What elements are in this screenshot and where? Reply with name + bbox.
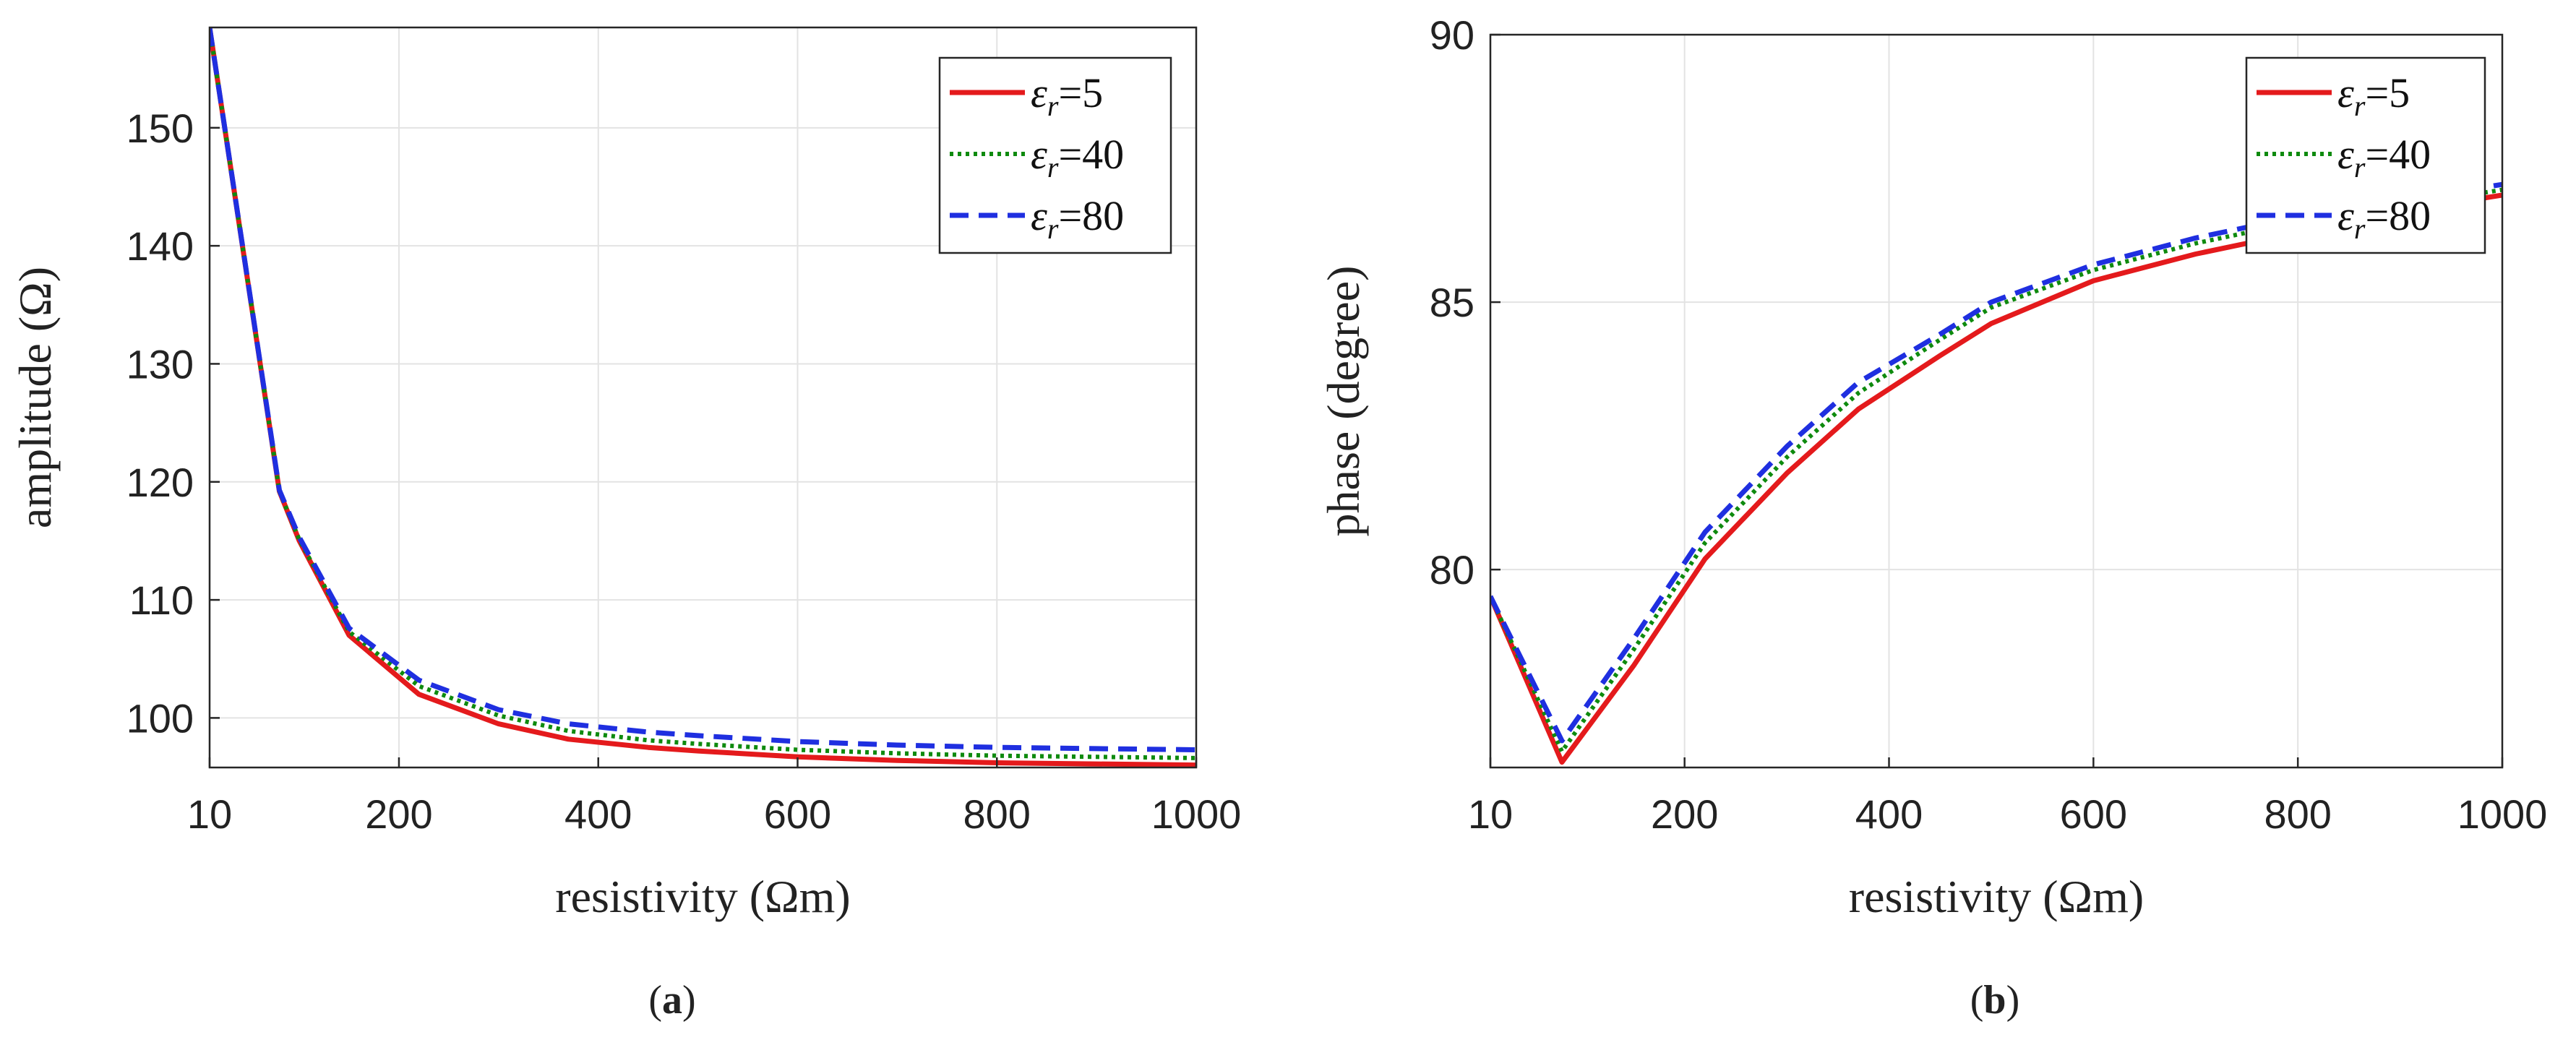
y-tick-label: 120 [126, 460, 194, 505]
x-tick-label: 200 [1651, 791, 1718, 837]
chart-panel-amplitude: 10 200 400 600 800 1000 100 110 120 130 140 150 resi… [9, 26, 1242, 1023]
x-tick-label: 10 [187, 791, 232, 837]
legend: εr=5 εr=40 εr=80 [938, 56, 1172, 254]
x-tick-label: 1000 [2457, 791, 2548, 837]
x-tick-label: 800 [963, 791, 1031, 837]
series-line-eps5 [210, 27, 1196, 768]
series-line-eps80 [210, 27, 1196, 752]
x-tick-label: 200 [365, 791, 432, 837]
x-tick-label: 600 [764, 791, 831, 837]
y-tick-label: 130 [126, 341, 194, 387]
x-tick-label: 800 [2264, 791, 2331, 837]
x-tick-label: 10 [1468, 791, 1513, 837]
legend-entry-eps40: εr=40 [1031, 131, 1124, 184]
axes-box [208, 26, 1198, 769]
legend-entry-eps5: εr=5 [2337, 69, 2410, 122]
legend-entry-eps40: εr=40 [2337, 131, 2431, 184]
x-tick-label: 400 [1855, 791, 1923, 837]
x-tick-label: 1000 [1151, 791, 1242, 837]
x-axis-label: resistivity (Ωm) [555, 871, 850, 922]
y-axis-label: phase (degree) [1318, 266, 1369, 537]
y-tick-label: 150 [126, 106, 194, 151]
panel-caption: (b) [1970, 978, 2019, 1023]
y-axis-label: amplitude (Ω) [9, 267, 61, 528]
legend-entry-eps80: εr=80 [1031, 192, 1124, 245]
y-tick-label: 140 [126, 223, 194, 269]
y-tick-label: 80 [1430, 547, 1474, 593]
legend-entry-eps80: εr=80 [2337, 192, 2431, 245]
x-tick-label: 600 [2060, 791, 2127, 837]
chart-panel-phase: 10 200 400 600 800 1000 80 85 90 resistivity (Ωm)… [1318, 12, 2547, 1023]
y-tick-label: 90 [1430, 12, 1474, 58]
y-tick-label: 110 [129, 577, 194, 623]
axes-box [1489, 33, 2504, 769]
x-axis-label: resistivity (Ωm) [1849, 871, 2144, 922]
panel-caption: (a) [648, 978, 695, 1023]
x-tick-label: 400 [564, 791, 632, 837]
y-tick-label: 85 [1430, 280, 1474, 325]
legend: εr=5 εr=40 εr=80 [2245, 56, 2486, 254]
legend-entry-eps5: εr=5 [1031, 69, 1103, 122]
y-tick-label: 100 [126, 695, 194, 741]
